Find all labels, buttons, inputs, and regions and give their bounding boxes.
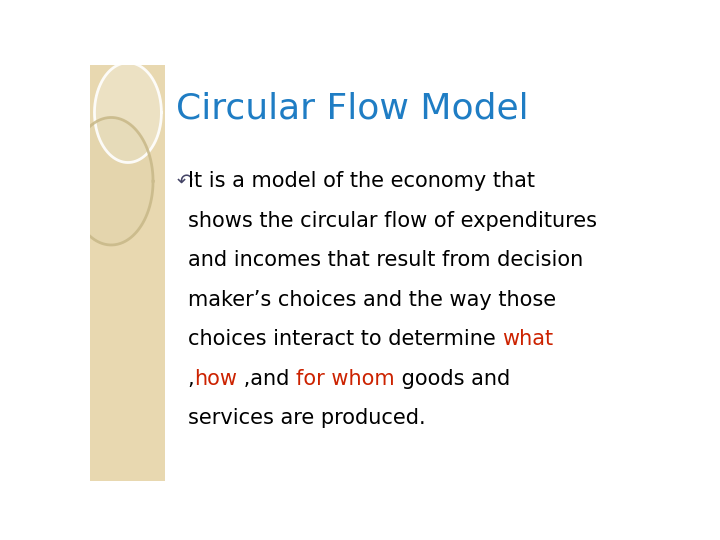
- Text: what: what: [502, 329, 553, 349]
- Text: shows the circular flow of expenditures: shows the circular flow of expenditures: [188, 211, 597, 231]
- Text: for whom: for whom: [296, 369, 395, 389]
- Text: how: how: [194, 369, 238, 389]
- Text: services are produced.: services are produced.: [188, 408, 426, 428]
- Text: choices interact to determine: choices interact to determine: [188, 329, 502, 349]
- Polygon shape: [69, 118, 153, 245]
- Text: It is a model of the economy that: It is a model of the economy that: [188, 171, 535, 191]
- Text: maker’s choices and the way those: maker’s choices and the way those: [188, 290, 556, 310]
- Text: ↶: ↶: [176, 172, 193, 191]
- Text: goods and: goods and: [395, 369, 510, 389]
- Text: ,and: ,and: [238, 369, 296, 389]
- Polygon shape: [94, 63, 161, 163]
- Bar: [90, 65, 166, 481]
- Text: Circular Flow Model: Circular Flow Model: [176, 91, 529, 125]
- Text: and incomes that result from decision: and incomes that result from decision: [188, 250, 583, 270]
- Text: ,: ,: [188, 369, 194, 389]
